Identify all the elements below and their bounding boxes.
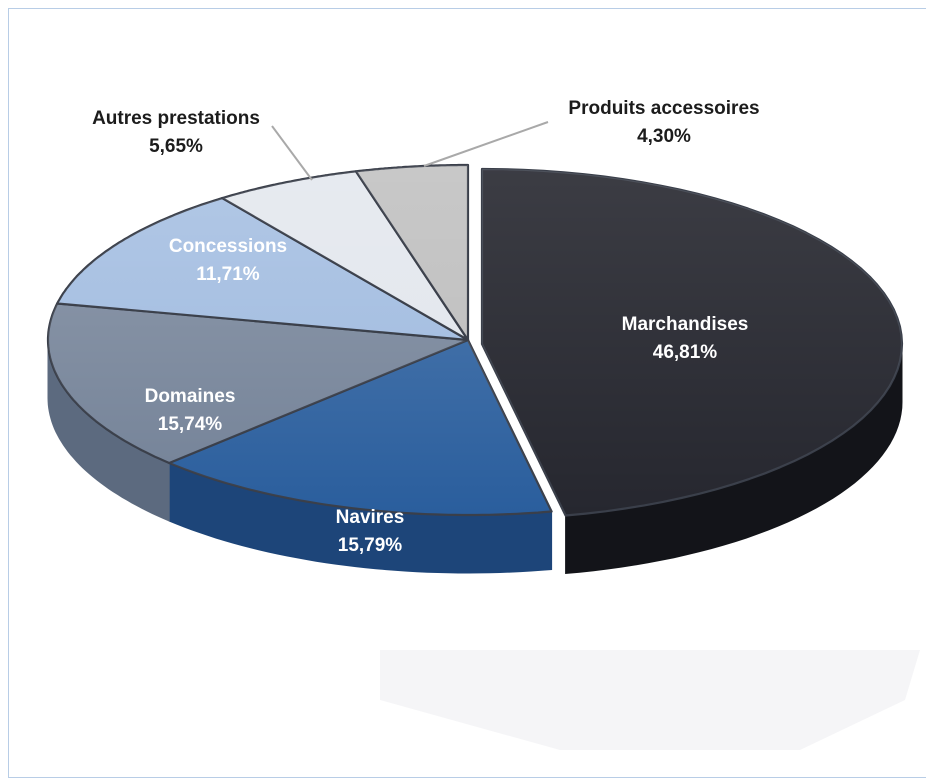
slice-label-produits-accessoires: Produits accessoires — [568, 98, 759, 119]
slice-shine-navires — [169, 340, 552, 515]
slice-label-autres-prestations: Autres prestations — [92, 108, 260, 129]
slice-value-domaines: 15,74% — [158, 414, 223, 435]
slice-shine-autres-prestations — [222, 171, 468, 340]
slice-label-marchandises: Marchandises — [622, 314, 749, 335]
slice-value-autres-prestations: 5,65% — [149, 136, 203, 157]
leader-line-autres-prestations — [271, 125, 313, 181]
slice-value-navires: 15,79% — [338, 535, 403, 556]
slice-value-produits-accessoires: 4,30% — [637, 126, 691, 147]
leader-line-produits-accessoires — [423, 121, 549, 167]
slice-label-concessions: Concessions — [169, 236, 287, 257]
slice-shine-concessions — [57, 198, 468, 340]
slice-label-domaines: Domaines — [145, 386, 236, 407]
slice-value-concessions: 11,71% — [196, 264, 259, 285]
slice-shine-produits-accessoires — [355, 165, 468, 340]
slice-value-marchandises: 46,81% — [653, 342, 718, 363]
floor-reflection — [380, 650, 920, 750]
slice-shine-marchandises — [482, 169, 902, 516]
slice-label-navires: Navires — [336, 507, 405, 528]
slice-shine-domaines — [48, 303, 468, 463]
